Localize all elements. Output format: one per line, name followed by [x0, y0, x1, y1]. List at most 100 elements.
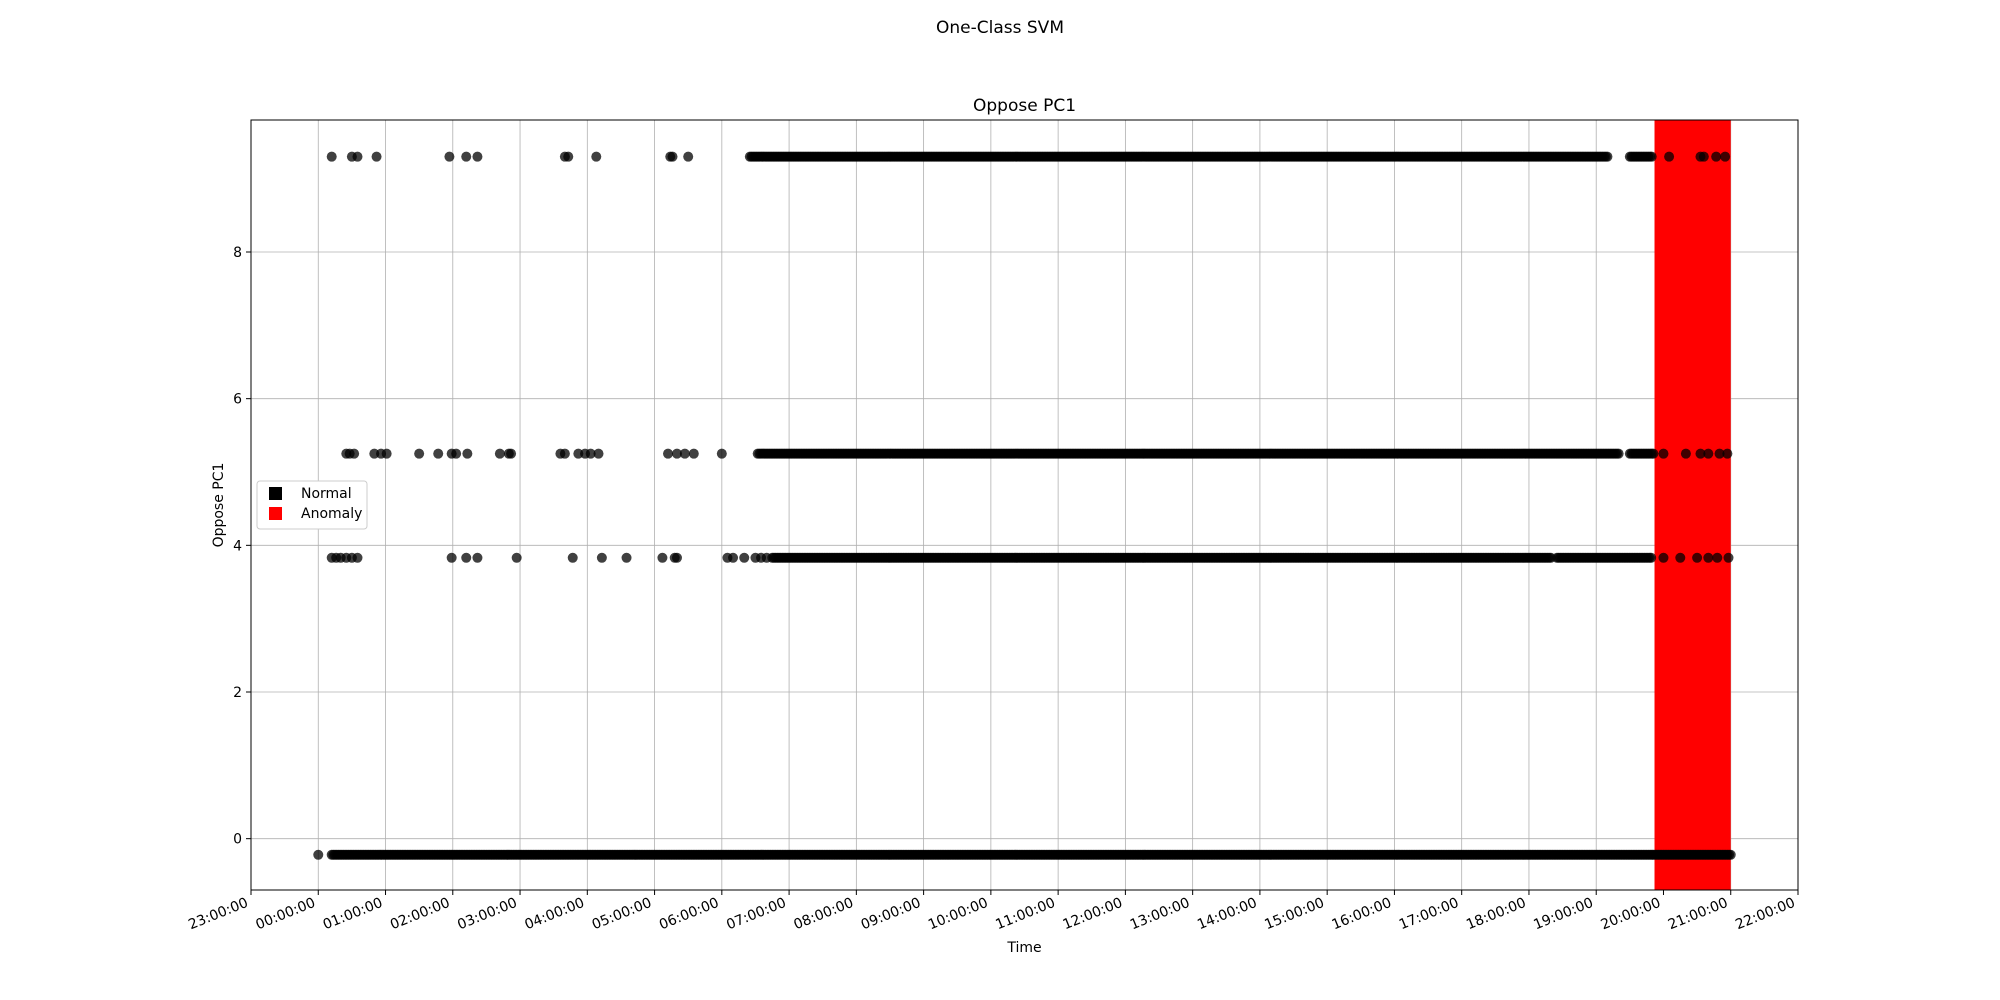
level-0-points — [326, 151, 1731, 162]
data-point — [728, 552, 739, 563]
data-point — [1712, 552, 1723, 563]
data-point — [349, 448, 360, 459]
x-tick-label: 16:00:00 — [1330, 895, 1394, 933]
data-point — [1698, 151, 1709, 162]
legend-swatch-normal — [269, 487, 282, 500]
data-point — [1723, 552, 1734, 563]
data-point — [1703, 552, 1714, 563]
data-point — [433, 448, 444, 459]
data-point — [1692, 552, 1703, 563]
x-tick-label: 21:00:00 — [1666, 895, 1730, 933]
data-point — [567, 552, 578, 563]
data-point — [585, 448, 596, 459]
data-point — [1703, 448, 1714, 459]
data-point — [591, 151, 602, 162]
data-point — [671, 448, 682, 459]
x-tick-label: 19:00:00 — [1531, 895, 1595, 933]
x-tick-label: 14:00:00 — [1195, 895, 1259, 933]
x-tick-label: 06:00:00 — [657, 895, 721, 933]
data-point — [1613, 448, 1624, 459]
x-tick-label: 09:00:00 — [859, 895, 923, 933]
data-point — [716, 448, 727, 459]
y-axis: 0 2 4 6 8 — [233, 245, 251, 848]
x-tick-label: 20:00:00 — [1599, 895, 1663, 933]
data-point — [371, 151, 382, 162]
level-1-points — [341, 448, 1733, 459]
data-point — [446, 552, 457, 563]
data-point — [461, 552, 472, 563]
x-axis-label: Time — [1006, 940, 1041, 956]
data-point — [621, 552, 632, 563]
data-point — [679, 448, 690, 459]
level-3-points — [313, 849, 1736, 860]
data-point — [563, 151, 574, 162]
plot-area — [250, 119, 1799, 891]
anomaly-region — [1654, 120, 1731, 890]
data-point — [1722, 448, 1733, 459]
data-point — [1720, 151, 1731, 162]
data-point — [494, 448, 505, 459]
data-point — [352, 552, 363, 563]
y-tick-label: 0 — [233, 832, 242, 848]
figure-suptitle: One-Class SVM — [936, 18, 1064, 38]
data-point — [1664, 151, 1675, 162]
y-tick-label: 4 — [233, 538, 242, 554]
data-point — [667, 151, 678, 162]
data-point — [451, 448, 462, 459]
x-tick-label: 23:00:00 — [186, 895, 250, 933]
y-tick-label: 6 — [233, 392, 242, 408]
data-point — [1695, 448, 1706, 459]
x-tick-label: 07:00:00 — [724, 895, 788, 933]
legend-label-normal: Normal — [301, 486, 352, 502]
data-point — [1725, 849, 1736, 860]
data-point — [671, 552, 682, 563]
data-point — [683, 151, 694, 162]
data-point — [1646, 151, 1657, 162]
level-2-points — [326, 552, 1734, 563]
x-tick-label: 02:00:00 — [388, 895, 452, 933]
y-tick-label: 8 — [233, 245, 242, 261]
data-point — [1675, 552, 1686, 563]
x-tick-label: 10:00:00 — [926, 895, 990, 933]
data-point — [1711, 151, 1722, 162]
data-point — [1658, 448, 1669, 459]
data-point — [1648, 448, 1659, 459]
x-tick-label: 18:00:00 — [1464, 895, 1528, 933]
x-tick-label: 11:00:00 — [993, 895, 1057, 933]
x-tick-label: 08:00:00 — [792, 895, 856, 933]
data-point — [472, 151, 483, 162]
y-tick-label: 2 — [233, 685, 242, 701]
data-point — [313, 849, 324, 860]
data-point — [1714, 448, 1725, 459]
y-axis-label: Oppose PC1 — [211, 463, 227, 548]
data-point — [1658, 552, 1669, 563]
data-point — [596, 552, 607, 563]
points-layer — [313, 151, 1736, 860]
x-tick-label: 13:00:00 — [1128, 895, 1192, 933]
data-point — [1646, 552, 1657, 563]
x-tick-label: 15:00:00 — [1262, 895, 1326, 933]
x-tick-label: 00:00:00 — [253, 895, 317, 933]
legend-box — [256, 480, 368, 530]
x-tick-label: 17:00:00 — [1397, 895, 1461, 933]
data-point — [1602, 151, 1613, 162]
data-point — [559, 448, 570, 459]
data-point — [444, 151, 455, 162]
data-point — [663, 448, 674, 459]
data-point — [461, 151, 472, 162]
x-tick-label: 22:00:00 — [1733, 895, 1797, 933]
x-tick-label: 04:00:00 — [522, 895, 586, 933]
x-tick-label: 03:00:00 — [455, 895, 519, 933]
x-tick-label: 12:00:00 — [1061, 895, 1125, 933]
data-point — [326, 151, 337, 162]
data-point — [688, 448, 699, 459]
chart-title: Oppose PC1 — [973, 96, 1076, 116]
data-point — [352, 151, 363, 162]
x-tick-label: 05:00:00 — [590, 895, 654, 933]
data-point — [381, 448, 392, 459]
anomaly-layer — [1654, 120, 1731, 890]
data-point — [1680, 448, 1691, 459]
data-point — [414, 448, 425, 459]
